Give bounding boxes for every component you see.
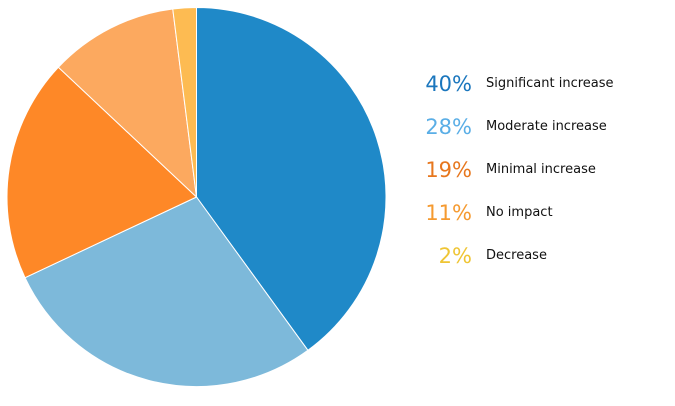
legend-item-decrease: 2% Decrease — [410, 234, 670, 277]
pie-slices — [6, 6, 387, 387]
legend-value: 2% — [438, 243, 472, 268]
legend-item-moderate-increase: 28% Moderate increase — [410, 105, 670, 148]
legend-label: Minimal increase — [486, 162, 596, 177]
legend-value: 40% — [425, 71, 472, 96]
legend-label: Moderate increase — [486, 119, 607, 134]
legend-item-minimal-increase: 19% Minimal increase — [410, 148, 670, 191]
pie-slice-minimal-increase — [6, 66, 198, 279]
legend-value: 11% — [425, 200, 472, 225]
pie-slice-significant-increase — [196, 6, 387, 352]
legend-value: 28% — [425, 114, 472, 139]
legend-label: Decrease — [486, 248, 547, 263]
legend-label: No impact — [486, 205, 553, 220]
legend-label: Significant increase — [486, 76, 614, 91]
chart-legend: 40% Significant increase 28% Moderate in… — [410, 62, 670, 277]
legend-item-no-impact: 11% No impact — [410, 191, 670, 234]
pie-slice-moderate-increase — [24, 196, 309, 387]
pie-slice-no-impact — [57, 8, 198, 199]
pie-slice-decrease — [172, 6, 197, 198]
legend-value: 19% — [425, 157, 472, 182]
legend-item-significant-increase: 40% Significant increase — [410, 62, 670, 105]
